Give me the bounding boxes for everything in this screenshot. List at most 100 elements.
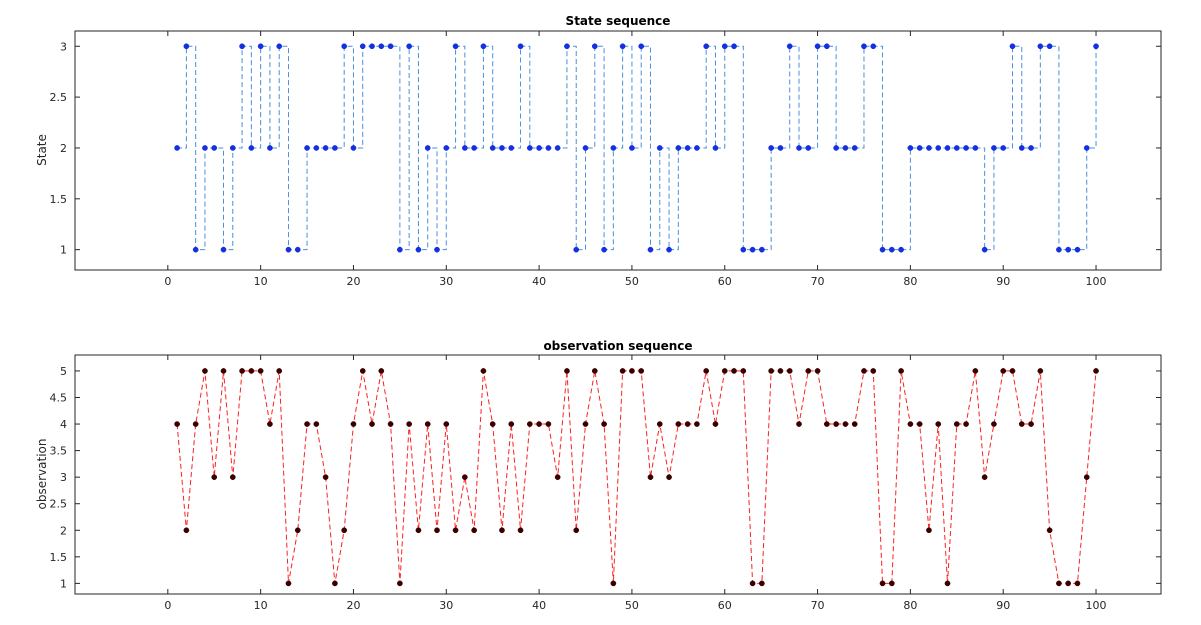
observation-x-tick-label: 30: [439, 599, 453, 612]
observation-data-point: [202, 368, 208, 374]
state-data-point: [1009, 43, 1016, 50]
state-data-point: [397, 246, 403, 253]
state-data-point: [953, 145, 960, 151]
observation-data-point: [823, 421, 830, 427]
observation-data-point: [322, 474, 329, 481]
state-x-tick-label: 20: [346, 275, 360, 288]
state-y-tick-label: 2: [60, 142, 67, 155]
state-data-point: [963, 145, 969, 151]
observation-data-point: [1000, 368, 1007, 374]
observation-data-point: [777, 368, 784, 374]
state-data-point: [1037, 43, 1044, 50]
state-data-point: [1000, 145, 1007, 151]
state-data-point: [944, 145, 951, 151]
observation-x-tick-label: 40: [532, 599, 546, 612]
state-plot-area: [74, 30, 1162, 271]
observation-data-point: [805, 368, 812, 374]
state-data-point: [276, 43, 283, 50]
observation-data-point: [833, 421, 839, 427]
state-data-point: [907, 145, 914, 151]
observation-data-point: [1083, 474, 1090, 481]
observation-data-point: [406, 421, 413, 427]
observation-y-tick-label: 2.5: [50, 498, 68, 511]
state-x-tick-label: 90: [996, 275, 1010, 288]
state-data-point: [378, 43, 385, 50]
observation-y-tick-label: 1: [60, 577, 67, 590]
observation-y-tick-label: 5: [60, 365, 67, 378]
state-data-point: [424, 145, 431, 151]
state-data-point: [1018, 145, 1025, 151]
observation-data-point: [350, 421, 357, 427]
observation-data-point: [304, 421, 310, 427]
observation-data-point: [981, 474, 988, 481]
observation-data-point: [944, 580, 951, 587]
state-data-point: [406, 43, 413, 50]
observation-data-point: [591, 368, 598, 374]
state-data-point: [647, 246, 654, 253]
observation-data-point: [183, 527, 190, 534]
observation-data-point: [656, 421, 663, 427]
observation-data-point: [870, 368, 877, 374]
observation-data-point: [211, 474, 218, 481]
state-data-point: [257, 43, 264, 50]
state-x-tick-label: 50: [625, 275, 639, 288]
state-x-tick-label: 70: [811, 275, 825, 288]
state-data-point: [861, 43, 867, 50]
observation-data-point: [879, 580, 886, 587]
state-x-tick-label: 0: [164, 275, 171, 288]
state-data-point: [759, 246, 765, 253]
observation-data-point: [926, 527, 932, 534]
observation-data-point: [759, 580, 765, 587]
observation-data-point: [257, 368, 264, 374]
observation-data-point: [192, 421, 199, 427]
state-y-tick-label: 2.5: [50, 91, 68, 104]
observation-data-point: [174, 421, 180, 427]
observation-data-point: [1018, 421, 1025, 427]
state-data-point: [461, 145, 468, 151]
state-x-tick-label: 30: [439, 275, 453, 288]
observation-data-point: [814, 368, 821, 374]
observation-data-point: [499, 527, 505, 534]
observation-data-point: [267, 421, 273, 427]
state-data-point: [740, 246, 747, 253]
state-data-point: [1074, 246, 1081, 253]
observation-data-point: [508, 421, 515, 427]
observation-data-point: [424, 421, 431, 427]
state-data-point: [526, 145, 533, 151]
state-data-point: [313, 145, 320, 151]
state-data-point: [1093, 43, 1099, 50]
state-data-point: [1046, 43, 1053, 50]
state-x-tick-label: 40: [532, 275, 546, 288]
observation-data-point: [480, 368, 487, 374]
observation-data-point: [276, 368, 283, 374]
observation-data-point: [647, 474, 654, 481]
observation-data-point: [898, 368, 904, 374]
observation-data-point: [582, 421, 589, 427]
state-data-point: [517, 43, 524, 50]
state-data-point: [786, 43, 793, 50]
observation-data-point: [953, 421, 960, 427]
state-data-point: [601, 246, 607, 253]
observation-data-point: [786, 368, 793, 374]
observation-data-point: [740, 368, 747, 374]
observation-series-line: [176, 370, 1097, 584]
state-data-point: [888, 246, 895, 253]
observation-data-point: [935, 421, 942, 427]
state-data-point: [972, 145, 979, 151]
observation-data-point: [294, 527, 301, 534]
state-data-point: [582, 145, 589, 151]
state-data-point: [935, 145, 942, 151]
observation-data-point: [378, 368, 385, 374]
state-data-point: [545, 145, 552, 151]
observation-data-point: [861, 368, 867, 374]
state-data-point: [499, 145, 505, 151]
observation-data-point: [851, 421, 858, 427]
state-data-point: [202, 145, 208, 151]
state-data-point: [1028, 145, 1034, 151]
observation-data-point: [313, 421, 320, 427]
state-sequence-panel: State sequence State 0 10 20 30 40 50 60 70 80 90…: [35, 14, 1162, 288]
observation-data-point: [220, 368, 227, 374]
observation-y-tick-label: 1.5: [50, 551, 68, 564]
state-data-point: [434, 246, 440, 253]
